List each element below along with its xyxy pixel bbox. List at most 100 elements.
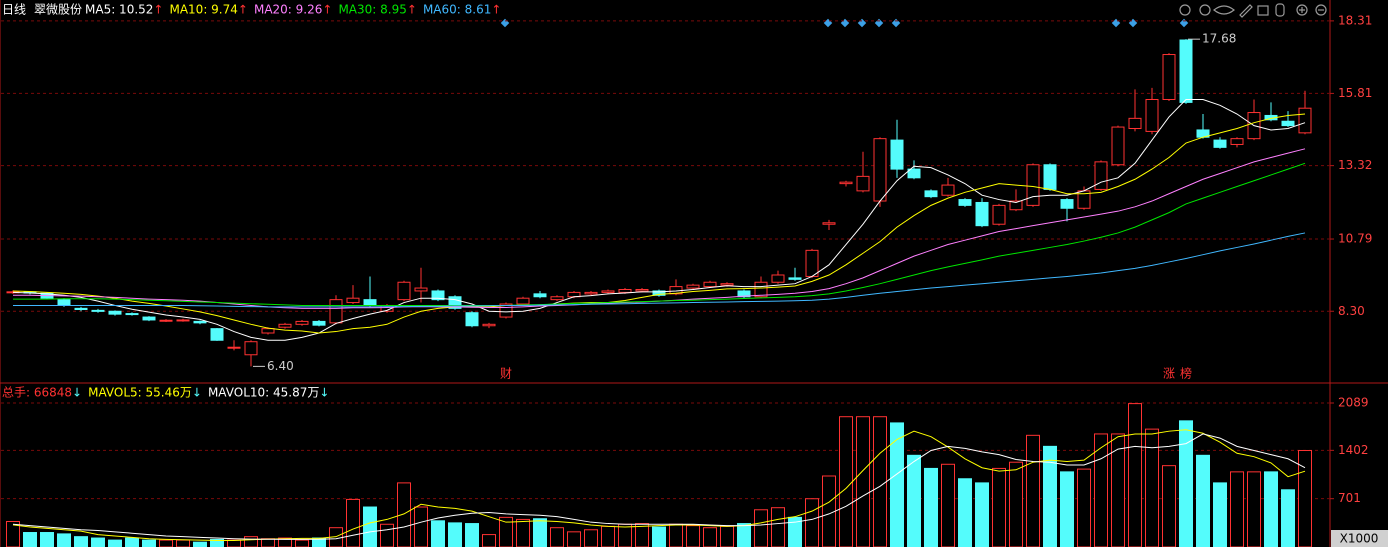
candle-body [142,316,156,321]
volume-bar [567,531,581,547]
volume-bar [397,482,411,547]
zoom-in-icon[interactable] [1296,4,1308,16]
candle-body [941,184,955,196]
zoom-icon[interactable] [1199,4,1211,16]
volume-bar [1281,489,1295,547]
candle-body [91,309,105,312]
legend-text: ↑ [407,3,417,17]
unit-box [1331,530,1388,547]
event-marker[interactable] [891,18,901,28]
stock-name: 翠微股份 [34,3,82,17]
volume-bar [1060,471,1074,547]
volume-bar [1111,433,1125,547]
legend-text: ↓ [192,386,202,400]
candle-body [312,320,326,326]
candle-body [1009,200,1023,211]
volume-bar [465,523,479,547]
hand-icon[interactable] [1275,3,1285,17]
legend-text: MA60: 8.61 [423,3,491,17]
candle-body [329,299,343,324]
store-icon[interactable] [1257,5,1269,16]
volume-bar [1247,471,1261,547]
volume-bar [176,539,190,547]
candle-body [584,291,598,295]
candle-body [414,287,428,292]
volume-bar [805,498,819,547]
candle-body [822,222,836,225]
legend-text: MA30: 8.95 [338,3,406,17]
volume-bar [890,422,904,547]
volume-bar [686,525,700,547]
y-tick-label: 10.79 [1338,232,1372,246]
candle-body [737,290,751,298]
ma-line [13,162,1306,306]
event-label: 财 [500,367,512,381]
view-icon[interactable] [1213,5,1235,15]
candle-body [550,296,564,301]
candle-body [193,320,207,324]
volume-bar [907,454,921,547]
volume-bar [720,525,734,547]
candle-body [839,181,853,185]
legend-text: ↑ [153,3,163,17]
event-marker[interactable] [840,18,850,28]
event-marker[interactable] [1111,18,1121,28]
volume-bar [601,525,615,547]
candle-body [618,288,632,293]
volume-bar [1128,403,1142,547]
candle-body [516,297,530,305]
volume-bar [533,518,547,547]
volume-bar [1230,471,1244,547]
volume-bar [703,527,717,547]
legend-text: MA5: 10.52 [85,3,153,17]
event-marker[interactable] [857,18,867,28]
event-marker[interactable] [874,18,884,28]
candle-body [278,323,292,328]
zoom-in-plus[interactable] [1299,7,1305,13]
volume-bar [771,507,785,547]
volume-bar [23,532,37,547]
candle-body [907,168,921,179]
candle-body [482,323,496,327]
extreme-label: 17.68 [1202,32,1236,46]
volume-bar [414,506,428,547]
ma-line [12,429,1306,541]
ma-line [12,433,1306,540]
volume-bar [754,509,768,547]
candle-body [958,199,972,206]
volume-bar [1213,482,1227,547]
unit-label: X1000 [1340,532,1379,546]
volume-bar [856,416,870,547]
volume-bar [992,467,1006,547]
event-marker[interactable] [1179,18,1189,28]
candle-body [856,175,870,192]
candle-body [992,204,1006,225]
event-marker[interactable] [1128,18,1138,28]
volume-bar [227,539,241,547]
candle-body [1162,54,1176,100]
y-tick-label: 15.81 [1338,86,1372,100]
y-tick-label: 701 [1338,491,1361,505]
candle-body [261,328,275,334]
toolbar [1179,3,1327,18]
ma-line [12,113,1306,334]
volume-bar [1026,434,1040,547]
candle-body [227,346,241,349]
candle-body [890,139,904,170]
volume-bar [941,463,955,547]
draw-icon[interactable] [1239,4,1253,18]
volume-bar [91,537,105,547]
candle-body [1026,164,1040,206]
zoom-out-icon[interactable] [1315,4,1327,16]
event-marker[interactable] [500,18,510,28]
volume-bar [448,522,462,547]
candle-body [346,297,360,304]
candle-body [465,312,479,327]
settings-icon[interactable] [1179,4,1191,16]
candle-body [363,299,377,306]
event-marker[interactable] [823,18,833,28]
legend-text: ↑ [322,3,332,17]
candle-body [1111,126,1125,166]
volume-bar [737,523,751,547]
